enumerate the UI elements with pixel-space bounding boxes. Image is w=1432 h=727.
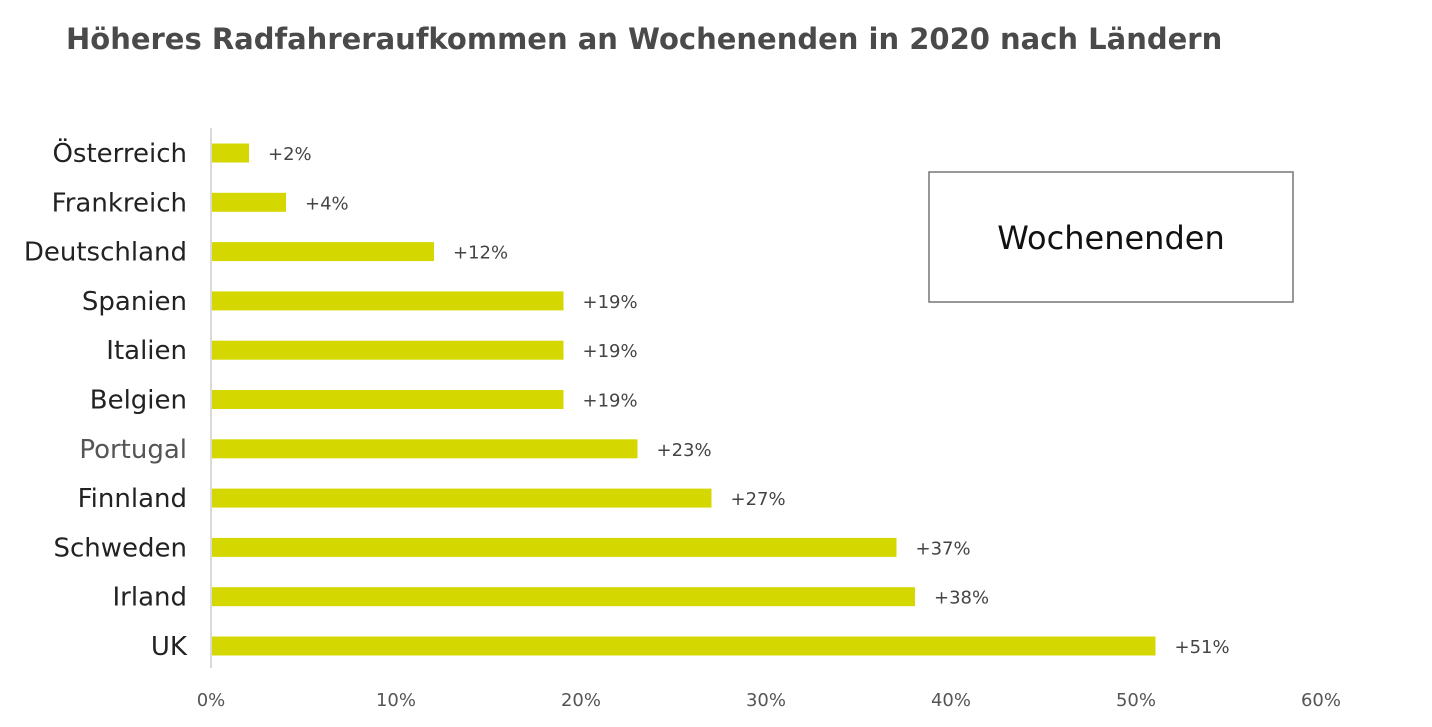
legend-box [928,171,1294,303]
category-label: Frankreich [52,188,187,218]
bar-8 [212,537,897,557]
category-label: Portugal [79,435,187,465]
value-label: +12% [453,243,508,264]
bar-1 [212,192,286,212]
chart-title: Höheres Radfahreraufkommen an Wochenende… [66,22,1223,56]
x-tick-label: 60% [1301,690,1341,711]
bar-9 [212,587,915,607]
value-label: +51% [1175,637,1230,658]
x-tick-label: 30% [746,690,786,711]
category-label: Belgien [90,386,187,416]
legend: Wochenenden [928,171,1294,303]
category-label: Spanien [82,287,187,317]
value-label: +4% [305,193,349,214]
value-label: +19% [583,292,638,313]
category-label: Italien [106,336,187,366]
bar-10 [212,636,1156,656]
bar-7 [212,488,712,508]
value-label: +37% [916,538,971,559]
labels-layer: Österreich +2% Frankreich +4% Deutschland +12… [24,137,1230,662]
category-label: Irland [113,583,188,613]
category-label: Schweden [53,533,187,563]
x-ticks-layer: 0% 10% 20% 30% 40% 50% 60% [197,690,1341,711]
x-tick-label: 20% [561,690,601,711]
category-label: UK [151,632,188,662]
bars-layer [212,143,1156,656]
value-label: +2% [268,144,312,165]
bar-4 [212,340,564,360]
legend-entry: Wochenenden [997,219,1224,257]
x-tick-label: 0% [197,690,226,711]
category-label: Deutschland [24,238,187,268]
x-tick-label: 40% [931,690,971,711]
value-label: +38% [934,588,989,609]
bar-2 [212,242,434,262]
bar-6 [212,439,638,459]
category-label: Finnland [78,484,187,514]
value-label: +19% [583,341,638,362]
bar-0 [212,143,249,163]
x-tick-label: 50% [1116,690,1156,711]
value-label: +27% [731,489,786,510]
bar-5 [212,390,564,409]
value-label: +19% [583,391,638,412]
value-label: +23% [657,440,712,461]
category-label: Österreich [52,137,187,169]
bar-3 [212,291,564,311]
x-tick-label: 10% [376,690,416,711]
